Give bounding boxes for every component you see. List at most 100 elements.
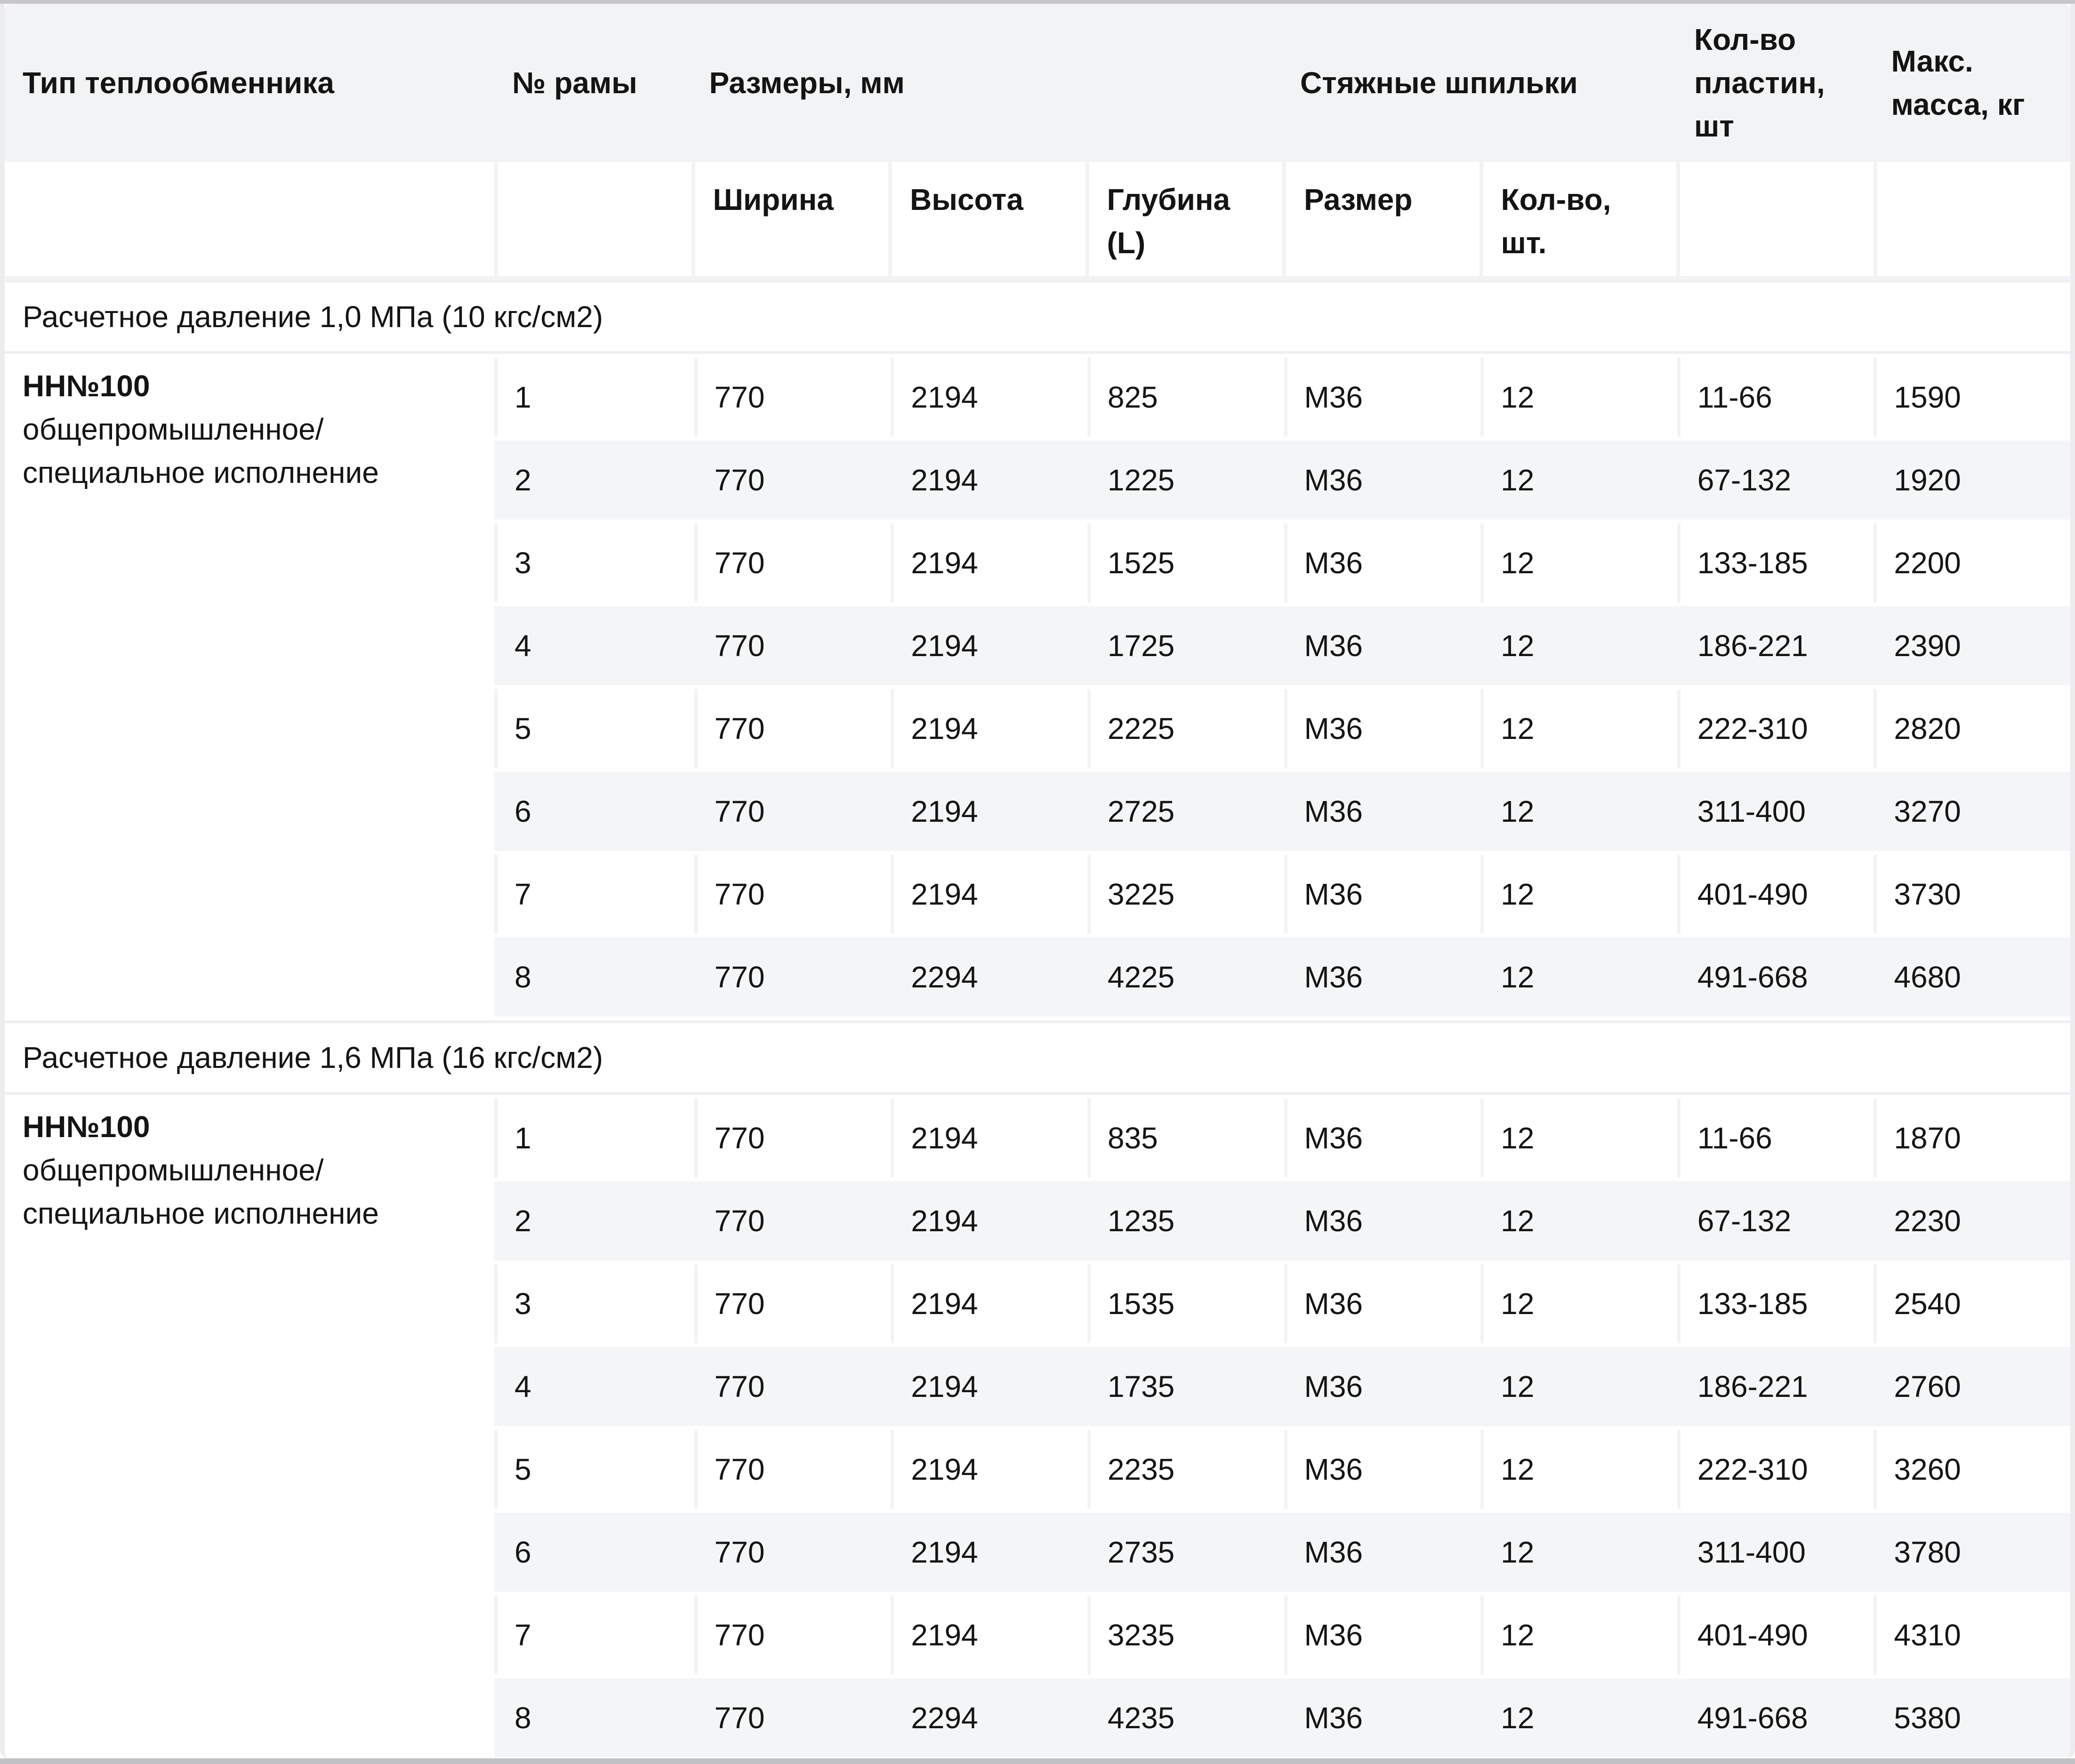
table-cell: 770 (694, 855, 891, 934)
table-cell: М36 (1284, 855, 1481, 934)
table-row: 2 770 2194 1225 М36 12 67-132 1920 (494, 441, 2070, 520)
table-cell: 12 (1501, 1204, 1535, 1238)
table-cell: 770 (694, 1430, 891, 1509)
bottom-border (0, 1758, 2075, 1764)
table-cell: 2194 (911, 794, 978, 828)
table-cell: 12 (1501, 629, 1535, 663)
table-row: 1 770 2194 835 М36 12 11-66 1870 (494, 1098, 2070, 1178)
table-row: 6 770 2194 2735 М36 12 311-400 3780 (494, 1513, 2070, 1592)
header-cell-plates: Кол-во пластин, шт (1694, 23, 1825, 143)
table-cell: 2235 (1087, 1430, 1284, 1509)
exchanger-type-name: НН№100 (23, 1110, 150, 1144)
table-cell: 770 (694, 1264, 891, 1343)
subheader-cell-qty: Кол-во, шт. (1479, 162, 1676, 276)
table-cell: 770 (714, 1370, 765, 1403)
exchanger-type-name: НН№100 (23, 369, 150, 403)
table-cell: М36 (1304, 960, 1363, 994)
table-cell: 2194 (911, 1370, 978, 1403)
table-row: 7 770 2194 3235 М36 12 401-490 4310 (494, 1596, 2070, 1675)
section-pressure-10: Расчетное давление 1,0 МПа (10 кгс/см2) … (5, 280, 2070, 1017)
table-cell: 2194 (911, 1204, 978, 1238)
table-cell: 770 (694, 523, 891, 602)
table-cell: М36 (1304, 463, 1363, 497)
table-cell: 12 (1480, 523, 1677, 602)
subheader-cell-empty-type (5, 162, 494, 276)
table-cell: 2390 (1894, 629, 1961, 663)
table-cell: 770 (714, 1535, 765, 1569)
table-cell: 3 (498, 1264, 694, 1343)
table-cell: 2194 (891, 855, 1087, 934)
header-row-sub: Ширина Высота Глубина (L) Размер Кол-во,… (5, 162, 2070, 276)
table-cell: 186-221 (1697, 1370, 1808, 1403)
header-cell-frame: № рамы (512, 66, 637, 100)
table-cell: 1225 (1107, 463, 1175, 497)
table-cell: 2194 (911, 1535, 978, 1569)
table-cell: 2200 (1874, 523, 2070, 602)
table-row: 2 770 2194 1235 М36 12 67-132 2230 (494, 1181, 2070, 1260)
table-cell: 770 (714, 463, 765, 497)
table-cell: 12 (1480, 1596, 1677, 1675)
table-cell: 1535 (1087, 1264, 1284, 1343)
table-cell: 3270 (1894, 794, 1961, 828)
table-cell: М36 (1284, 523, 1481, 602)
section-pressure-16: Расчетное давление 1,6 МПа (16 кгс/см2) … (5, 1020, 2070, 1757)
table-cell: 2194 (891, 689, 1087, 768)
table-cell: 5 (498, 689, 694, 768)
table-row: 5 770 2194 2235 М36 12 222-310 3260 (494, 1430, 2070, 1509)
table-row: 3 770 2194 1535 М36 12 133-185 2540 (494, 1264, 2070, 1343)
table-cell: 3780 (1894, 1535, 1961, 1569)
header-cell-dimensions: Размеры, мм (709, 66, 905, 100)
section-title: Расчетное давление 1,0 МПа (10 кгс/см2) (5, 280, 2070, 354)
table-cell: 12 (1480, 1264, 1677, 1343)
table-cell: 770 (714, 1204, 765, 1238)
table-row: 8 770 2294 4225 М36 12 491-668 4680 (494, 938, 2070, 1017)
table-cell: 12 (1501, 960, 1535, 994)
table-cell: 5 (498, 1430, 694, 1509)
table-cell: 2194 (891, 1430, 1087, 1509)
table-cell: М36 (1304, 1370, 1363, 1403)
table-row: 6 770 2194 2725 М36 12 311-400 3270 (494, 772, 2070, 851)
table-cell: 7 (498, 1596, 694, 1675)
table-cell: 770 (694, 1596, 891, 1675)
table-cell: 12 (1501, 1535, 1535, 1569)
exchanger-type-desc-line2: специальное исполнение (23, 456, 379, 489)
table-cell: 3 (498, 523, 694, 602)
table-row: 4 770 2194 1735 М36 12 186-221 2760 (494, 1347, 2070, 1426)
table-row: 4 770 2194 1725 М36 12 186-221 2390 (494, 606, 2070, 685)
table-cell: М36 (1284, 1430, 1481, 1509)
header-cell-studs: Стяжные шпильки (1300, 66, 1578, 100)
table-cell: 1920 (1894, 463, 1961, 497)
header-row-groups: Тип теплообменника № рамы Размеры, мм Ст… (5, 4, 2070, 162)
subheader-cell-size: Размер (1282, 162, 1480, 276)
table-cell: 12 (1480, 855, 1677, 934)
table-cell: 2294 (911, 1701, 978, 1735)
table-cell: 6 (515, 1535, 531, 1569)
table-cell: 401-490 (1677, 855, 1874, 934)
table-rows: 1 770 2194 835 М36 12 11-66 1870 2 770 2194 1235 М36… (494, 1098, 2070, 1757)
table-cell: М36 (1284, 1264, 1481, 1343)
table-cell: 1 (498, 1098, 694, 1178)
subheader-cell-empty-plates (1676, 162, 1874, 276)
section-group: НН№100 общепромышленное/ специальное исп… (5, 358, 2070, 1017)
table-cell: 2194 (911, 629, 978, 663)
table-cell: 67-132 (1697, 463, 1792, 497)
table-cell: 1590 (1874, 358, 2070, 437)
table-cell: 1 (498, 358, 694, 437)
subheader-cell-empty-frame (494, 162, 692, 276)
table-cell: 770 (714, 1701, 765, 1735)
table-cell: 835 (1087, 1098, 1284, 1178)
table-cell: 770 (694, 1098, 891, 1178)
table-cell: 12 (1501, 794, 1535, 828)
table-cell: 770 (714, 794, 765, 828)
exchanger-type-desc-line1: общепромышленное/ (23, 1153, 324, 1187)
table-cell: 2 (515, 463, 531, 497)
table-cell: 491-668 (1697, 960, 1808, 994)
table-cell: 2194 (891, 1098, 1087, 1178)
table-cell: М36 (1304, 794, 1363, 828)
table-cell: 2230 (1894, 1204, 1961, 1238)
table-cell: 12 (1480, 1430, 1677, 1509)
table-cell: М36 (1304, 629, 1363, 663)
table-cell: 6 (515, 794, 531, 828)
table-cell: 1870 (1874, 1098, 2070, 1178)
table-cell: 2194 (891, 523, 1087, 602)
